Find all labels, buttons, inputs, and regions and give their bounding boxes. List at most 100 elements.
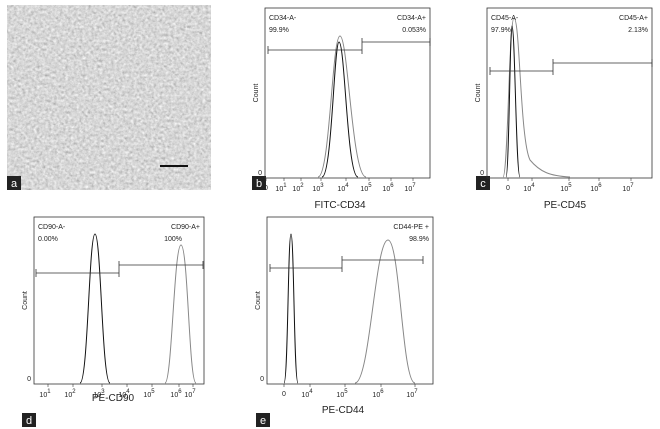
y-zero-label: 0 [480,170,484,177]
x-tick-exponent: 6 [178,389,182,395]
x-tick-base: 10 [382,186,390,193]
x-tick-label: 0 [264,185,268,192]
panel-label-box [476,176,490,190]
x-tick-exponent: 1 [283,183,287,189]
plot-frame [266,216,434,385]
x-tick-base: 10 [64,392,72,399]
gate-name: CD90-A- [38,224,66,231]
gate-percent: 2.13% [628,27,648,34]
micrograph-texture [7,5,211,190]
histogram-curve [505,25,521,178]
gate-name: CD90-A+ [171,224,200,231]
x-tick-label: 103 [93,389,105,399]
x-tick-label: 105 [143,389,155,399]
y-zero-label: 0 [258,170,262,177]
x-tick-base: 10 [336,392,344,399]
gate-percent: 98.9% [409,236,429,243]
x-tick-base: 10 [590,186,598,193]
panel-label-box [22,413,36,427]
histogram-curve [79,233,111,384]
x-tick-base: 10 [312,186,320,193]
x-tick-base: 10 [39,392,47,399]
x-tick-label: 106 [170,389,182,399]
x-tick-exponent: 7 [192,389,196,395]
gate-marker [341,256,424,264]
gate-marker [552,59,653,67]
x-tick-base: 10 [560,186,568,193]
x-tick-label: 0 [282,391,286,398]
x-tick-base: 10 [523,186,531,193]
panel-label-box [252,176,266,190]
x-tick-label: 101 [39,389,51,399]
x-axis-label: PE-CD90 [92,393,135,404]
x-tick-exponent: 4 [345,183,349,189]
gate-name: CD45-A+ [619,15,648,22]
x-tick-exponent: 4 [531,183,535,189]
x-tick-exponent: 1 [47,389,51,395]
x-tick-base: 10 [406,392,414,399]
x-tick-exponent: 2 [72,389,76,395]
x-tick-base: 10 [143,392,151,399]
y-zero-label: 0 [260,376,264,383]
plot-frame [264,7,431,179]
panel-label-box [256,413,270,427]
x-tick-label: 102 [292,183,304,193]
x-tick-label: 107 [184,389,196,399]
panel-label: a [11,178,18,190]
x-tick-base: 10 [301,392,309,399]
gate-name: CD34-A- [269,15,297,22]
gate-name: CD34-A+ [397,15,426,22]
gate-percent: 0.053% [402,27,426,34]
x-tick-exponent: 5 [151,389,155,395]
gate-percent: 97.9% [491,27,511,34]
gate-percent: 0.00% [38,236,58,243]
x-tick-exponent: 3 [101,389,105,395]
x-tick-label: 107 [622,183,634,193]
x-tick-exponent: 2 [300,183,304,189]
x-tick-label: 105 [560,183,572,193]
panel-label: d [26,415,32,427]
x-tick-label: 104 [301,389,313,399]
x-tick-label: 106 [382,183,394,193]
gate-marker [267,46,363,54]
histogram-curve [502,17,571,178]
x-tick-exponent: 7 [414,389,418,395]
x-tick-label: 103 [312,183,324,193]
histogram-curve [321,41,359,178]
x-axis-label: PE-CD45 [544,200,587,211]
panel-label: c [480,178,486,190]
x-tick-exponent: 7 [412,183,416,189]
histogram-curve [354,239,416,384]
x-tick-exponent: 5 [368,183,372,189]
x-tick-label: 104 [118,389,130,399]
x-tick-base: 10 [184,392,192,399]
x-tick-label: 105 [360,183,372,193]
y-axis-label: Count [253,84,260,103]
panel-label: b [256,178,262,190]
panel-label: e [260,415,266,427]
x-tick-base: 10 [118,392,126,399]
y-axis-label: Count [255,291,262,310]
x-tick-exponent: 6 [598,183,602,189]
x-tick-base: 10 [275,186,283,193]
x-tick-label: 106 [590,183,602,193]
x-tick-base: 10 [170,392,178,399]
gate-marker [269,264,343,272]
gate-marker [489,67,554,75]
x-axis-label: PE-CD44 [322,405,365,416]
x-tick-label: 105 [336,389,348,399]
histogram-curve [164,244,197,384]
x-tick-label: 106 [372,389,384,399]
gate-name: CD45-A- [491,15,519,22]
x-tick-label: 102 [64,389,76,399]
gate-marker [35,269,120,277]
x-tick-label: 104 [337,183,349,193]
x-tick-label: 104 [523,183,535,193]
gate-percent: 100% [164,236,182,243]
x-tick-base: 10 [372,392,380,399]
plot-frame [33,216,205,385]
x-tick-exponent: 4 [309,389,313,395]
x-tick-base: 10 [622,186,630,193]
